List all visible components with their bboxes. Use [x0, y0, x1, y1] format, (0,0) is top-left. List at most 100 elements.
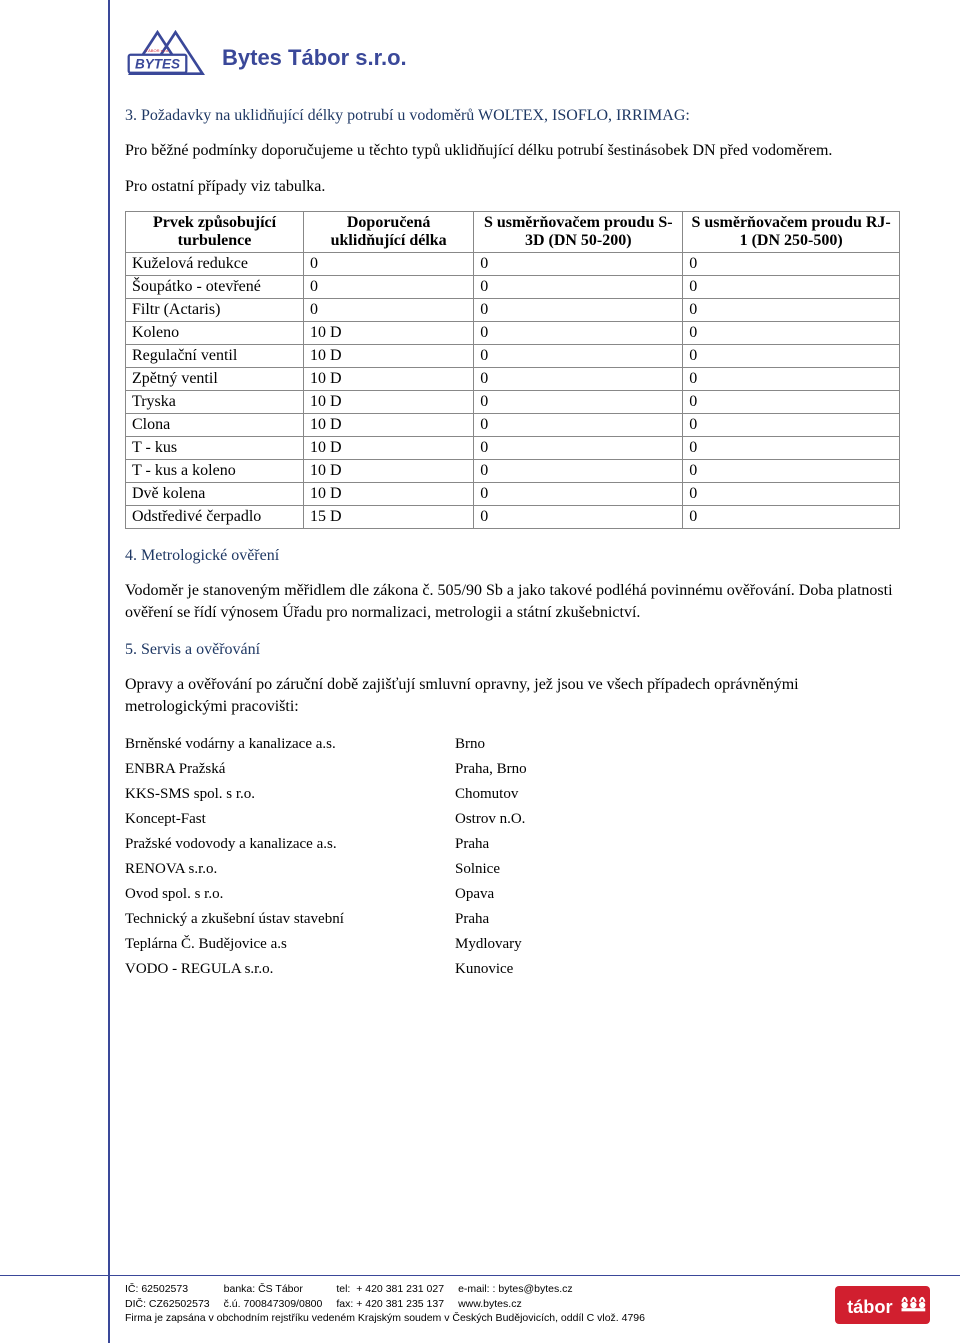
table-row: Teplárna Č. Budějovice a.sMydlovary — [125, 932, 537, 957]
bytes-logo: BYTES TÁBOR s.r.o. — [126, 30, 216, 85]
table-cell: 0 — [683, 253, 900, 276]
th-element: Prvek způsobující turbulence — [126, 212, 304, 253]
svg-text:tábor: tábor — [847, 1297, 892, 1317]
table-row: Technický a zkušební ústav stavebníPraha — [125, 907, 537, 932]
table-cell: Šoupátko - otevřené — [126, 276, 304, 299]
table-row: Regulační ventil10 D00 — [126, 345, 900, 368]
table-cell: KKS-SMS spol. s r.o. — [125, 782, 455, 807]
table-cell: 0 — [683, 483, 900, 506]
section5-p1: Opravy a ověřování po záruční době zajiš… — [125, 674, 900, 717]
table-cell: 0 — [474, 322, 683, 345]
section3-p2: Pro ostatní případy viz tabulka. — [125, 176, 900, 198]
table-cell: 0 — [474, 253, 683, 276]
table-cell: Filtr (Actaris) — [126, 299, 304, 322]
table-row: Pražské vodovody a kanalizace a.s.Praha — [125, 832, 537, 857]
table-cell: Pražské vodovody a kanalizace a.s. — [125, 832, 455, 857]
table-cell: 10 D — [304, 391, 474, 414]
table-cell: Solnice — [455, 857, 537, 882]
table-cell: 0 — [304, 253, 474, 276]
table-cell: VODO - REGULA s.r.o. — [125, 957, 455, 982]
table-cell: Kuželová redukce — [126, 253, 304, 276]
table-cell: Praha — [455, 832, 537, 857]
table-row: Filtr (Actaris)000 — [126, 299, 900, 322]
footer-registration: Firma je zapsána v obchodním rejstříku v… — [125, 1311, 825, 1325]
table-cell: Opava — [455, 882, 537, 907]
table-cell: Mydlovary — [455, 932, 537, 957]
table-cell: Praha — [455, 907, 537, 932]
section3-heading: 3. Požadavky na uklidňující délky potrub… — [125, 107, 900, 125]
table-cell: 10 D — [304, 368, 474, 391]
table-cell: Tryska — [126, 391, 304, 414]
table-cell: 0 — [683, 368, 900, 391]
table-cell: Brno — [455, 732, 537, 757]
table-cell: 0 — [474, 414, 683, 437]
table-cell: 0 — [474, 483, 683, 506]
table-cell: 10 D — [304, 483, 474, 506]
table-row: Dvě kolena10 D00 — [126, 483, 900, 506]
table-row: Koncept-FastOstrov n.O. — [125, 807, 537, 832]
companies-table: Brněnské vodárny a kanalizace a.s.BrnoEN… — [125, 732, 537, 982]
table-row: VODO - REGULA s.r.o.Kunovice — [125, 957, 537, 982]
table-cell: 0 — [474, 391, 683, 414]
table-row: Kuželová redukce000 — [126, 253, 900, 276]
table-cell: Clona — [126, 414, 304, 437]
table-cell: ENBRA Pražská — [125, 757, 455, 782]
table-row: Clona10 D00 — [126, 414, 900, 437]
table-row: Šoupátko - otevřené000 — [126, 276, 900, 299]
table-cell: Kunovice — [455, 957, 537, 982]
table-cell: 0 — [474, 276, 683, 299]
table-cell: 0 — [474, 345, 683, 368]
table-row: Koleno10 D00 — [126, 322, 900, 345]
table-cell: Regulační ventil — [126, 345, 304, 368]
th-s3d: S usměrňovačem proudu S-3D (DN 50-200) — [474, 212, 683, 253]
table-cell: Technický a zkušební ústav stavební — [125, 907, 455, 932]
table-cell: 10 D — [304, 345, 474, 368]
company-name: Bytes Tábor s.r.o. — [222, 45, 407, 71]
table-cell: 0 — [683, 391, 900, 414]
table-cell: Ostrov n.O. — [455, 807, 537, 832]
table-cell: T - kus a koleno — [126, 460, 304, 483]
table-cell: 10 D — [304, 322, 474, 345]
table-cell: T - kus — [126, 437, 304, 460]
table-cell: Teplárna Č. Budějovice a.s — [125, 932, 455, 957]
table-cell: Ovod spol. s r.o. — [125, 882, 455, 907]
table-cell: 0 — [474, 460, 683, 483]
svg-text:TÁBOR s.r.o.: TÁBOR s.r.o. — [146, 48, 170, 53]
table-cell: 0 — [304, 276, 474, 299]
table-cell: 0 — [683, 506, 900, 529]
table-row: T - kus a koleno10 D00 — [126, 460, 900, 483]
table-row: Tryska10 D00 — [126, 391, 900, 414]
table-cell: Brněnské vodárny a kanalizace a.s. — [125, 732, 455, 757]
table-cell: Dvě kolena — [126, 483, 304, 506]
table-row: Zpětný ventil10 D00 — [126, 368, 900, 391]
table-cell: 0 — [683, 414, 900, 437]
section4-p1: Vodoměr je stanoveným měřidlem dle zákon… — [125, 580, 900, 623]
table-cell: 0 — [683, 322, 900, 345]
section3-p1: Pro běžné podmínky doporučujeme u těchto… — [125, 140, 900, 162]
table-row: Brněnské vodárny a kanalizace a.s.Brno — [125, 732, 537, 757]
table-cell: 0 — [683, 437, 900, 460]
section4-heading: 4. Metrologické ověření — [125, 547, 900, 565]
turbulence-table: Prvek způsobující turbulence Doporučená … — [125, 211, 900, 529]
table-cell: Koleno — [126, 322, 304, 345]
table-row: KKS-SMS spol. s r.o.Chomutov — [125, 782, 537, 807]
footer-text: IČ: 62502573 banka: ČS Tábor tel: + 420 … — [125, 1282, 825, 1325]
table-cell: 10 D — [304, 437, 474, 460]
table-cell: Chomutov — [455, 782, 537, 807]
table-cell: 15 D — [304, 506, 474, 529]
th-length: Doporučená uklidňující délka — [304, 212, 474, 253]
table-cell: 0 — [474, 299, 683, 322]
table-row: ENBRA PražskáPraha, Brno — [125, 757, 537, 782]
table-cell: Zpětný ventil — [126, 368, 304, 391]
table-cell: 0 — [683, 345, 900, 368]
svg-text:BYTES: BYTES — [135, 56, 180, 71]
page-header: BYTES TÁBOR s.r.o. Bytes Tábor s.r.o. — [120, 30, 900, 85]
table-cell: 10 D — [304, 414, 474, 437]
table-cell: Odstředivé čerpadlo — [126, 506, 304, 529]
table-row: RENOVA s.r.o.Solnice — [125, 857, 537, 882]
table-row: Ovod spol. s r.o.Opava — [125, 882, 537, 907]
table-row: Odstředivé čerpadlo15 D00 — [126, 506, 900, 529]
th-rj1: S usměrňovačem proudu RJ-1 (DN 250-500) — [683, 212, 900, 253]
table-cell: Praha, Brno — [455, 757, 537, 782]
table-cell: Koncept-Fast — [125, 807, 455, 832]
